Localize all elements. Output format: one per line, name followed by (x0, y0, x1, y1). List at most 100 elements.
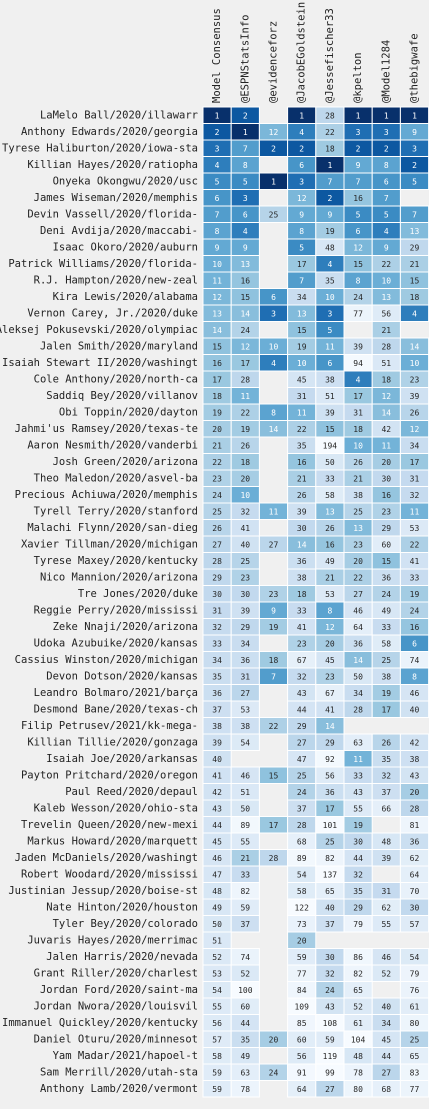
cell-label: 38 (240, 722, 250, 731)
cell-label: 5 (384, 210, 389, 219)
cell-label: 7 (215, 210, 220, 219)
cell-label: 23 (269, 590, 279, 599)
cell-label: 49 (325, 557, 335, 566)
row-label: Anthony Edwards/2020/georgia (21, 126, 198, 138)
cell-label: 5 (356, 210, 361, 219)
cell-label: 14 (410, 342, 420, 351)
cell-label: 9 (356, 161, 361, 170)
row-label: Aaron Nesmith/2020/vanderbi (27, 439, 198, 451)
row-label: Markus Howard/2020/marquett (27, 835, 198, 847)
cell-label: 40 (410, 705, 420, 714)
cell-label: 25 (410, 1035, 420, 1044)
cell-label: 61 (353, 1019, 363, 1028)
cell-label: 34 (410, 441, 420, 450)
cell-label: 15 (353, 260, 363, 269)
cell-label: 36 (353, 639, 363, 648)
cell-label: 1 (384, 111, 389, 120)
cell-label: 99 (325, 1068, 335, 1077)
cell-label: 16 (212, 359, 222, 368)
cell-label: 26 (212, 524, 222, 533)
cell-label: 26 (410, 408, 420, 417)
cell-label: 20 (381, 458, 391, 467)
cell-label: 92 (325, 755, 335, 764)
heatmap-cell (230, 915, 260, 933)
cell-label: 1 (215, 111, 220, 120)
cell-label: 12 (353, 243, 363, 252)
cell-label: 24 (240, 326, 250, 335)
cell-label: 20 (269, 1035, 279, 1044)
cell-label: 8 (384, 161, 389, 170)
row-label: Nico Mannion/2020/arizona (40, 571, 198, 583)
cell-label: 85 (297, 1019, 307, 1028)
cell-label: 25 (381, 656, 391, 665)
cell-label: 80 (353, 1085, 363, 1094)
column-label: @ESPNStatsInfo (239, 14, 251, 103)
column-label: @Model1284 (380, 40, 392, 103)
cell-label: 44 (353, 854, 363, 863)
cell-label: 2 (271, 144, 276, 153)
cell-label: 29 (381, 524, 391, 533)
cell-label: 55 (240, 837, 250, 846)
row-label: Tyrese Maxey/2020/kentucky (34, 555, 198, 567)
cell-label: 4 (271, 359, 276, 368)
cell-label: 1 (327, 161, 332, 170)
cell-label: 104 (351, 1035, 366, 1044)
cell-label: 64 (353, 623, 363, 632)
row-label: James Wiseman/2020/memphis (34, 192, 198, 204)
cell-label: 17 (297, 260, 307, 269)
cell-label: 73 (297, 920, 307, 929)
cell-label: 51 (212, 936, 222, 945)
cell-label: 11 (410, 507, 420, 516)
cell-label: 77 (297, 969, 307, 978)
cell-label: 7 (384, 194, 389, 203)
cell-label: 19 (410, 590, 420, 599)
cell-label: 2 (412, 161, 417, 170)
cell-label: 50 (212, 920, 222, 929)
cell-label: 11 (353, 755, 363, 764)
row-label: Jahmi'us Ramsey/2020/texas-te (15, 423, 198, 435)
cell-label: 60 (297, 1035, 307, 1044)
cell-label: 25 (212, 507, 222, 516)
cell-label: 6 (243, 210, 248, 219)
cell-label: 7 (327, 177, 332, 186)
cell-label: 59 (212, 1068, 222, 1077)
cell-label: 12 (212, 293, 222, 302)
cell-label: 52 (353, 1002, 363, 1011)
cell-label: 37 (240, 920, 250, 929)
cell-label: 43 (410, 771, 420, 780)
cell-label: 38 (297, 573, 307, 582)
cell-label: 12 (381, 392, 391, 401)
cell-label: 56 (297, 1052, 307, 1061)
cell-label: 33 (325, 474, 335, 483)
cell-label: 23 (240, 573, 250, 582)
cell-label: 39 (410, 392, 420, 401)
cell-label: 38 (212, 722, 222, 731)
row-label: Josh Green/2020/arizona (53, 456, 198, 468)
cell-label: 9 (299, 210, 304, 219)
cell-label: 29 (240, 623, 250, 632)
cell-label: 51 (381, 359, 391, 368)
row-label: Killian Tillie/2020/gonzaga (27, 736, 198, 748)
cell-label: 12 (269, 128, 279, 137)
cell-label: 11 (381, 441, 391, 450)
cell-label: 10 (353, 441, 363, 450)
cell-label: 77 (410, 1085, 420, 1094)
cell-label: 52 (240, 969, 250, 978)
cell-label: 19 (353, 821, 363, 830)
row-label: Isaac Okoro/2020/auburn (53, 241, 198, 253)
heatmap-cell (230, 1080, 260, 1098)
cell-label: 4 (299, 128, 304, 137)
cell-label: 65 (410, 1052, 420, 1061)
cell-label: 36 (240, 656, 250, 665)
cell-label: 108 (323, 1019, 338, 1028)
cell-label: 64 (297, 1085, 307, 1094)
cell-label: 53 (240, 705, 250, 714)
cell-label: 46 (410, 689, 420, 698)
cell-label: 101 (323, 821, 338, 830)
cell-label: 14 (240, 309, 250, 318)
cell-label: 19 (297, 342, 307, 351)
cell-label: 48 (381, 837, 391, 846)
cell-label: 21 (297, 474, 307, 483)
cell-label: 6 (356, 227, 361, 236)
